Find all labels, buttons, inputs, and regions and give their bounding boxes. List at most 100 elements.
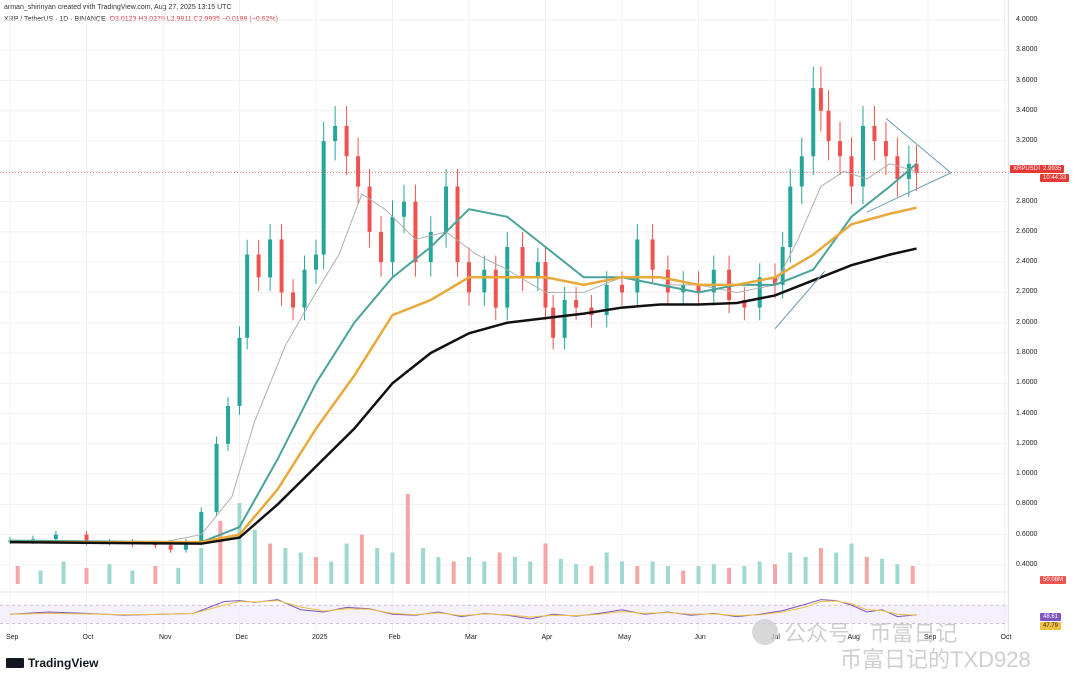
candle-body <box>321 141 326 255</box>
attribution-text: arman_shirinyan created with TradingView… <box>4 4 232 11</box>
volume-bar <box>604 552 609 584</box>
candle-body <box>711 269 716 293</box>
volume-bar <box>436 557 441 584</box>
candle-body <box>520 247 525 278</box>
candle-body <box>826 110 831 142</box>
volume-badge: 50.08M <box>1040 576 1067 584</box>
candle-body <box>268 239 273 278</box>
candle-body <box>574 300 579 308</box>
candle-body <box>849 156 854 187</box>
candle-body <box>344 125 349 157</box>
volume-bar <box>314 557 318 584</box>
volume-bar <box>298 552 303 584</box>
price-tick-label: 1.2000 <box>1016 439 1038 447</box>
rsi-line <box>9 599 917 620</box>
volume-bar <box>199 548 204 584</box>
time-tick-label: Apr <box>541 634 553 641</box>
candle-body <box>551 307 556 338</box>
candle-body <box>302 269 307 308</box>
time-tick-label: Oct <box>82 634 94 641</box>
volume-bar <box>512 557 517 584</box>
brand-label: TradingView <box>28 656 99 670</box>
candle-body <box>493 269 498 308</box>
volume-bar <box>421 548 426 584</box>
candle-body <box>535 262 540 278</box>
price-tick-label: 3.6000 <box>1016 76 1038 84</box>
volume-bar <box>864 557 869 584</box>
price-tick-label: 0.8000 <box>1016 500 1038 508</box>
volume-bar <box>130 570 135 584</box>
volume-bar <box>574 564 579 584</box>
volume-bar <box>237 503 242 584</box>
candle-body <box>665 269 670 293</box>
candle-body <box>256 254 261 278</box>
countdown-badge: 10:44:33 <box>1040 174 1070 182</box>
candle-body <box>757 277 762 308</box>
time-tick-label: May <box>618 634 632 641</box>
volume-bar <box>727 567 732 584</box>
candle-body <box>799 156 804 187</box>
candle-body <box>367 186 372 232</box>
volume-bar <box>757 561 762 584</box>
price-axis[interactable] <box>1008 0 1080 640</box>
price-tick-label: 1.4000 <box>1016 409 1038 417</box>
ma-20-line <box>9 163 917 543</box>
volume-bar <box>681 570 686 584</box>
price-tick-label: 2.8000 <box>1016 197 1038 205</box>
tradingview-logo[interactable]: TradingView <box>6 656 98 670</box>
candle-body <box>742 300 747 308</box>
watermark-line2: 币富日记的TXD928 <box>840 647 1031 672</box>
volume-bar <box>390 552 395 584</box>
time-tick-label: Sep <box>924 634 937 641</box>
volume-bar <box>61 561 66 584</box>
candle-body <box>914 163 919 173</box>
candle-body <box>413 201 418 263</box>
candle-body <box>811 88 816 157</box>
volume-bar <box>176 567 181 584</box>
triangle-lower-line <box>866 172 952 213</box>
candle-body <box>543 262 548 308</box>
candle-body <box>168 545 173 550</box>
volume-bar <box>252 530 257 584</box>
candle-body <box>183 542 188 550</box>
volume-bar <box>283 548 288 584</box>
candle-body <box>53 534 58 540</box>
price-tick-label: 3.4000 <box>1016 106 1038 114</box>
volume-bar <box>405 494 410 584</box>
volume-bar <box>788 552 793 584</box>
volume-bar <box>665 566 670 584</box>
watermark-line1: 公众号 · 币富日记 <box>784 621 958 646</box>
price-tick-label: 4.0000 <box>1016 16 1038 23</box>
candle-body <box>883 141 888 157</box>
volume-bar <box>880 558 885 584</box>
candle-body <box>780 247 785 285</box>
volume-bar <box>834 552 839 584</box>
rsi-ma-line <box>9 600 917 618</box>
volume-bar <box>467 557 471 584</box>
volume-bar <box>543 543 548 584</box>
volume-bar <box>818 548 823 584</box>
candle-body <box>773 277 777 285</box>
candle-body <box>860 125 865 187</box>
volume-bar <box>528 561 533 584</box>
ma-50-line <box>9 163 918 544</box>
candle-body <box>635 239 640 293</box>
volume-bar <box>558 558 563 584</box>
price-tick-label: 3.2000 <box>1016 137 1038 145</box>
time-tick-label: Dec <box>235 634 248 641</box>
candle-body <box>199 511 204 543</box>
candle-body <box>356 156 361 187</box>
price-tick-label: 0.4000 <box>1016 560 1038 568</box>
candle-body <box>872 125 877 142</box>
ma-200-line <box>9 247 917 545</box>
volume-bar <box>803 557 808 584</box>
price-tick-label: 3.8000 <box>1016 46 1038 54</box>
volume-bar <box>589 566 594 584</box>
candle-body <box>620 284 624 293</box>
price-tick-label: 2.0000 <box>1016 318 1038 326</box>
wechat-icon <box>752 619 778 645</box>
volume-bar <box>329 561 334 584</box>
volume-bar <box>849 543 854 584</box>
candle-body <box>291 292 296 308</box>
price-chart[interactable] <box>0 0 1008 645</box>
